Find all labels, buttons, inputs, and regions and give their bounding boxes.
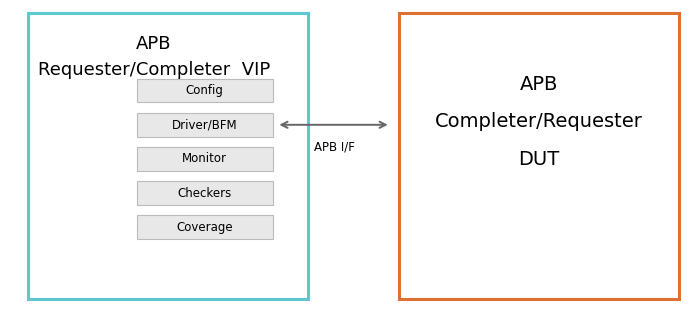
FancyBboxPatch shape xyxy=(136,147,273,171)
Text: Completer/Requester: Completer/Requester xyxy=(435,112,643,131)
Text: Config: Config xyxy=(186,84,224,97)
FancyBboxPatch shape xyxy=(136,79,273,102)
Text: APB: APB xyxy=(136,35,172,53)
FancyBboxPatch shape xyxy=(136,113,273,136)
Text: APB I/F: APB I/F xyxy=(314,140,355,153)
FancyBboxPatch shape xyxy=(28,13,308,299)
Text: APB: APB xyxy=(520,75,558,94)
Text: Driver/BFM: Driver/BFM xyxy=(172,118,237,131)
Text: DUT: DUT xyxy=(519,150,559,169)
Text: Coverage: Coverage xyxy=(176,221,233,234)
Text: Checkers: Checkers xyxy=(178,187,232,200)
FancyBboxPatch shape xyxy=(136,181,273,205)
FancyBboxPatch shape xyxy=(136,215,273,239)
Text: Requester/Completer  VIP: Requester/Completer VIP xyxy=(38,61,270,79)
Text: Monitor: Monitor xyxy=(182,152,228,165)
FancyBboxPatch shape xyxy=(399,13,679,299)
